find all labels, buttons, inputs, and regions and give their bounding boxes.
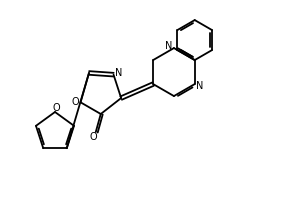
Text: N: N xyxy=(196,81,203,91)
Text: N: N xyxy=(165,41,172,51)
Text: N: N xyxy=(115,68,122,78)
Text: O: O xyxy=(52,103,60,113)
Text: O: O xyxy=(90,132,98,142)
Text: O: O xyxy=(72,97,80,107)
